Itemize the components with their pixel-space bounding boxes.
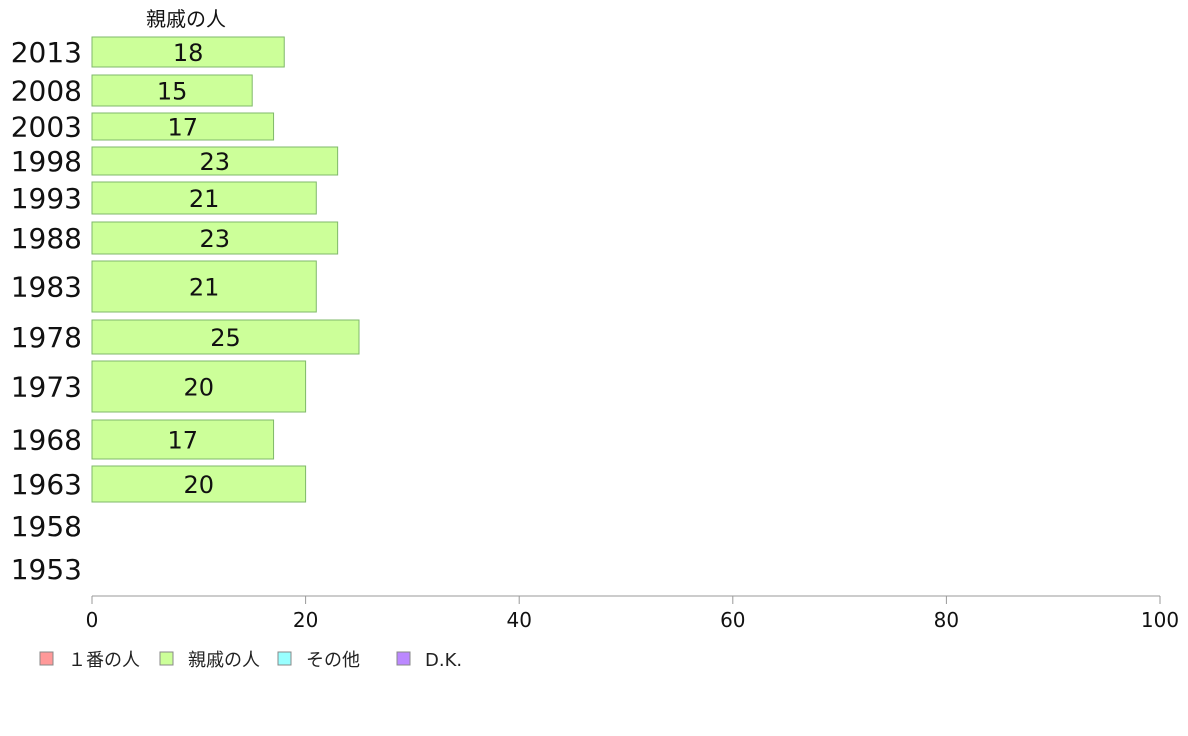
bars-group <box>91 36 360 503</box>
data-label-1978: 25 <box>210 324 241 352</box>
category-label-2008: 2008 <box>11 75 82 108</box>
x-axis: 0 20 40 60 80 100 <box>86 595 1179 632</box>
data-label-1983: 21 <box>189 274 220 302</box>
x-tick-label-80: 80 <box>934 608 959 632</box>
data-label-1998: 23 <box>200 148 231 176</box>
category-label-2013: 2013 <box>11 36 82 69</box>
bar-1973 <box>91 360 307 413</box>
bar-1963 <box>91 465 307 503</box>
data-label-1963: 20 <box>184 471 215 499</box>
x-tick-label-100: 100 <box>1141 608 1179 632</box>
legend-label-1: 親戚の人 <box>188 650 260 671</box>
category-label-1998: 1998 <box>11 145 82 178</box>
legend: １番の人 親戚の人 その他 D.K. <box>39 650 462 671</box>
category-label-1983: 1983 <box>11 271 82 304</box>
legend-swatch-2 <box>277 651 292 666</box>
bar-1993 <box>91 181 317 215</box>
x-tick-label-40: 40 <box>506 608 531 632</box>
x-tick-label-20: 20 <box>293 608 318 632</box>
data-label-2003: 17 <box>168 114 199 142</box>
legend-swatch-0 <box>39 651 54 666</box>
category-label-1988: 1988 <box>11 222 82 255</box>
category-label-1973: 1973 <box>11 371 82 404</box>
category-label-1968: 1968 <box>11 424 82 457</box>
data-label-2008: 15 <box>157 78 188 106</box>
category-label-1958: 1958 <box>11 510 82 543</box>
legend-swatch-1 <box>159 651 174 666</box>
data-label-1968: 17 <box>168 427 199 455</box>
bar-1978 <box>91 319 360 355</box>
x-tick-label-0: 0 <box>86 608 99 632</box>
data-label-2013: 18 <box>173 39 204 67</box>
legend-label-3: D.K. <box>425 650 462 671</box>
bar-1968 <box>91 419 275 460</box>
bar-2008 <box>91 74 253 107</box>
legend-label-2: その他 <box>306 650 360 671</box>
data-label-1993: 21 <box>189 185 220 213</box>
series-title: 親戚の人 <box>146 7 226 31</box>
bar-1998 <box>91 146 339 176</box>
bar-1988 <box>91 221 339 255</box>
x-tick-label-60: 60 <box>720 608 745 632</box>
data-label-1973: 20 <box>184 374 215 402</box>
bar-2013 <box>91 36 285 68</box>
category-label-1963: 1963 <box>11 468 82 501</box>
data-label-1988: 23 <box>200 225 231 253</box>
bar-2003 <box>91 112 275 141</box>
bar-1983 <box>91 260 317 313</box>
legend-label-0: １番の人 <box>68 650 140 671</box>
category-label-1978: 1978 <box>11 321 82 354</box>
category-label-1993: 1993 <box>11 182 82 215</box>
category-label-1953: 1953 <box>11 553 82 586</box>
legend-swatch-3 <box>396 651 411 666</box>
category-label-2003: 2003 <box>11 111 82 144</box>
